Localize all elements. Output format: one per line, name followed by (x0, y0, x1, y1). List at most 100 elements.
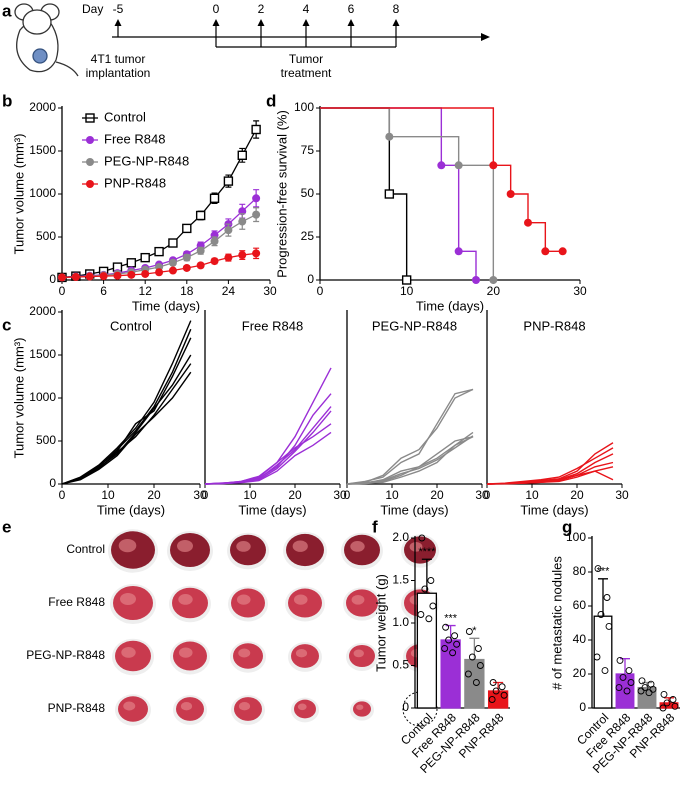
tumor-highlight (121, 647, 136, 658)
error-bar (598, 578, 608, 617)
tumor-highlight (177, 540, 193, 552)
panel-label: e (2, 517, 11, 536)
series-line (346, 436, 474, 485)
y-axis-label: Tumor volume (mm³) (11, 134, 26, 255)
marker (223, 176, 234, 186)
series-line (204, 367, 332, 485)
day-label: 6 (348, 2, 355, 16)
data-point (464, 670, 472, 678)
y-tick-label: 75 (301, 143, 315, 157)
mouse-tail (55, 61, 79, 77)
data-point (500, 691, 508, 699)
data-point (597, 611, 605, 618)
data-point (660, 690, 668, 698)
data-point (468, 653, 476, 661)
legend-label: PNP-R848 (104, 175, 166, 190)
x-tick-label: 30 (475, 488, 489, 502)
x-axis-label: Time (days) (520, 502, 588, 517)
marker (251, 124, 261, 135)
empty-slot (402, 691, 438, 727)
panel-label: f (372, 517, 378, 536)
event-label: treatment (281, 66, 332, 80)
error-bar (620, 658, 630, 674)
panel-label: d (266, 91, 276, 110)
series-line (61, 320, 192, 485)
marker (489, 276, 498, 284)
data-point (472, 679, 480, 686)
marker (210, 257, 219, 266)
y-tick-label: 80 (573, 564, 587, 578)
significance: *** (597, 566, 611, 578)
row-label: Control (66, 542, 105, 556)
y-tick-label: 1500 (29, 143, 56, 157)
marker (238, 217, 247, 226)
row-label: PEG-NP-R848 (26, 648, 105, 662)
data-point (659, 704, 667, 712)
marker (126, 258, 137, 268)
data-point (488, 696, 496, 703)
y-tick-label: 2.0 (392, 530, 409, 544)
series-line (61, 328, 192, 485)
x-tick-label: 0 (202, 488, 209, 502)
data-point (465, 628, 473, 635)
tumor-highlight (350, 541, 365, 552)
panel-label: g (562, 517, 572, 536)
data-point (649, 685, 657, 693)
y-tick-label: 1500 (29, 347, 56, 361)
y-axis-label: Tumor volume (mm³) (11, 338, 26, 459)
data-point (429, 602, 437, 610)
x-tick-label: 10 (243, 488, 257, 502)
data-point (663, 699, 671, 707)
tumor-highlight (120, 593, 136, 605)
error-bar (493, 681, 504, 691)
x-tick-label: 30 (573, 284, 587, 298)
marker (168, 238, 178, 248)
x-tick-label: 12 (139, 284, 153, 298)
bar (416, 592, 438, 709)
marker (210, 237, 219, 246)
timeline-label: Day (82, 2, 103, 16)
x-axis-label: Time (days) (97, 502, 165, 517)
series-line (61, 371, 192, 485)
arrow-head (302, 19, 310, 26)
y-tick-label: 0 (49, 272, 56, 286)
data-point (441, 645, 449, 652)
marker (85, 272, 94, 281)
x-axis-label: Time (days) (416, 298, 484, 313)
error-bar (469, 637, 480, 660)
data-point (637, 687, 645, 695)
row-label: Free R848 (48, 595, 105, 609)
x-tick-label: 0 (484, 488, 491, 502)
x-tick-label: 20 (487, 284, 501, 298)
y-axis-label: Progression-free survival (%) (274, 110, 289, 278)
marker (384, 189, 395, 199)
data-point (593, 653, 601, 661)
series-line (204, 431, 332, 485)
data-point (476, 662, 484, 669)
y-tick-label: 500 (36, 433, 56, 447)
data-point (498, 683, 506, 691)
marker (454, 161, 463, 170)
series-line (61, 354, 192, 485)
marker (113, 271, 122, 280)
arrow-head (481, 33, 490, 41)
x-tick-label: 20 (147, 488, 161, 502)
data-point (453, 640, 461, 648)
x-tick-label: 30 (263, 284, 277, 298)
y-tick-label: 20 (573, 666, 587, 680)
data-point (492, 687, 500, 695)
x-axis-label: Time (days) (380, 502, 448, 517)
series-line (486, 466, 614, 485)
marker (196, 246, 205, 255)
data-point (669, 696, 677, 703)
event-label: 4T1 tumor (91, 52, 146, 66)
tumor-highlight (351, 595, 365, 605)
y-tick-label: 0 (307, 272, 314, 286)
x-tick-label: 10 (400, 284, 414, 298)
marker (489, 161, 498, 170)
tumor-highlight (295, 649, 308, 658)
y-tick-label: 1.5 (392, 573, 409, 587)
x-tick-label: 0 (59, 284, 66, 298)
x-tick-label: 10 (101, 488, 115, 502)
